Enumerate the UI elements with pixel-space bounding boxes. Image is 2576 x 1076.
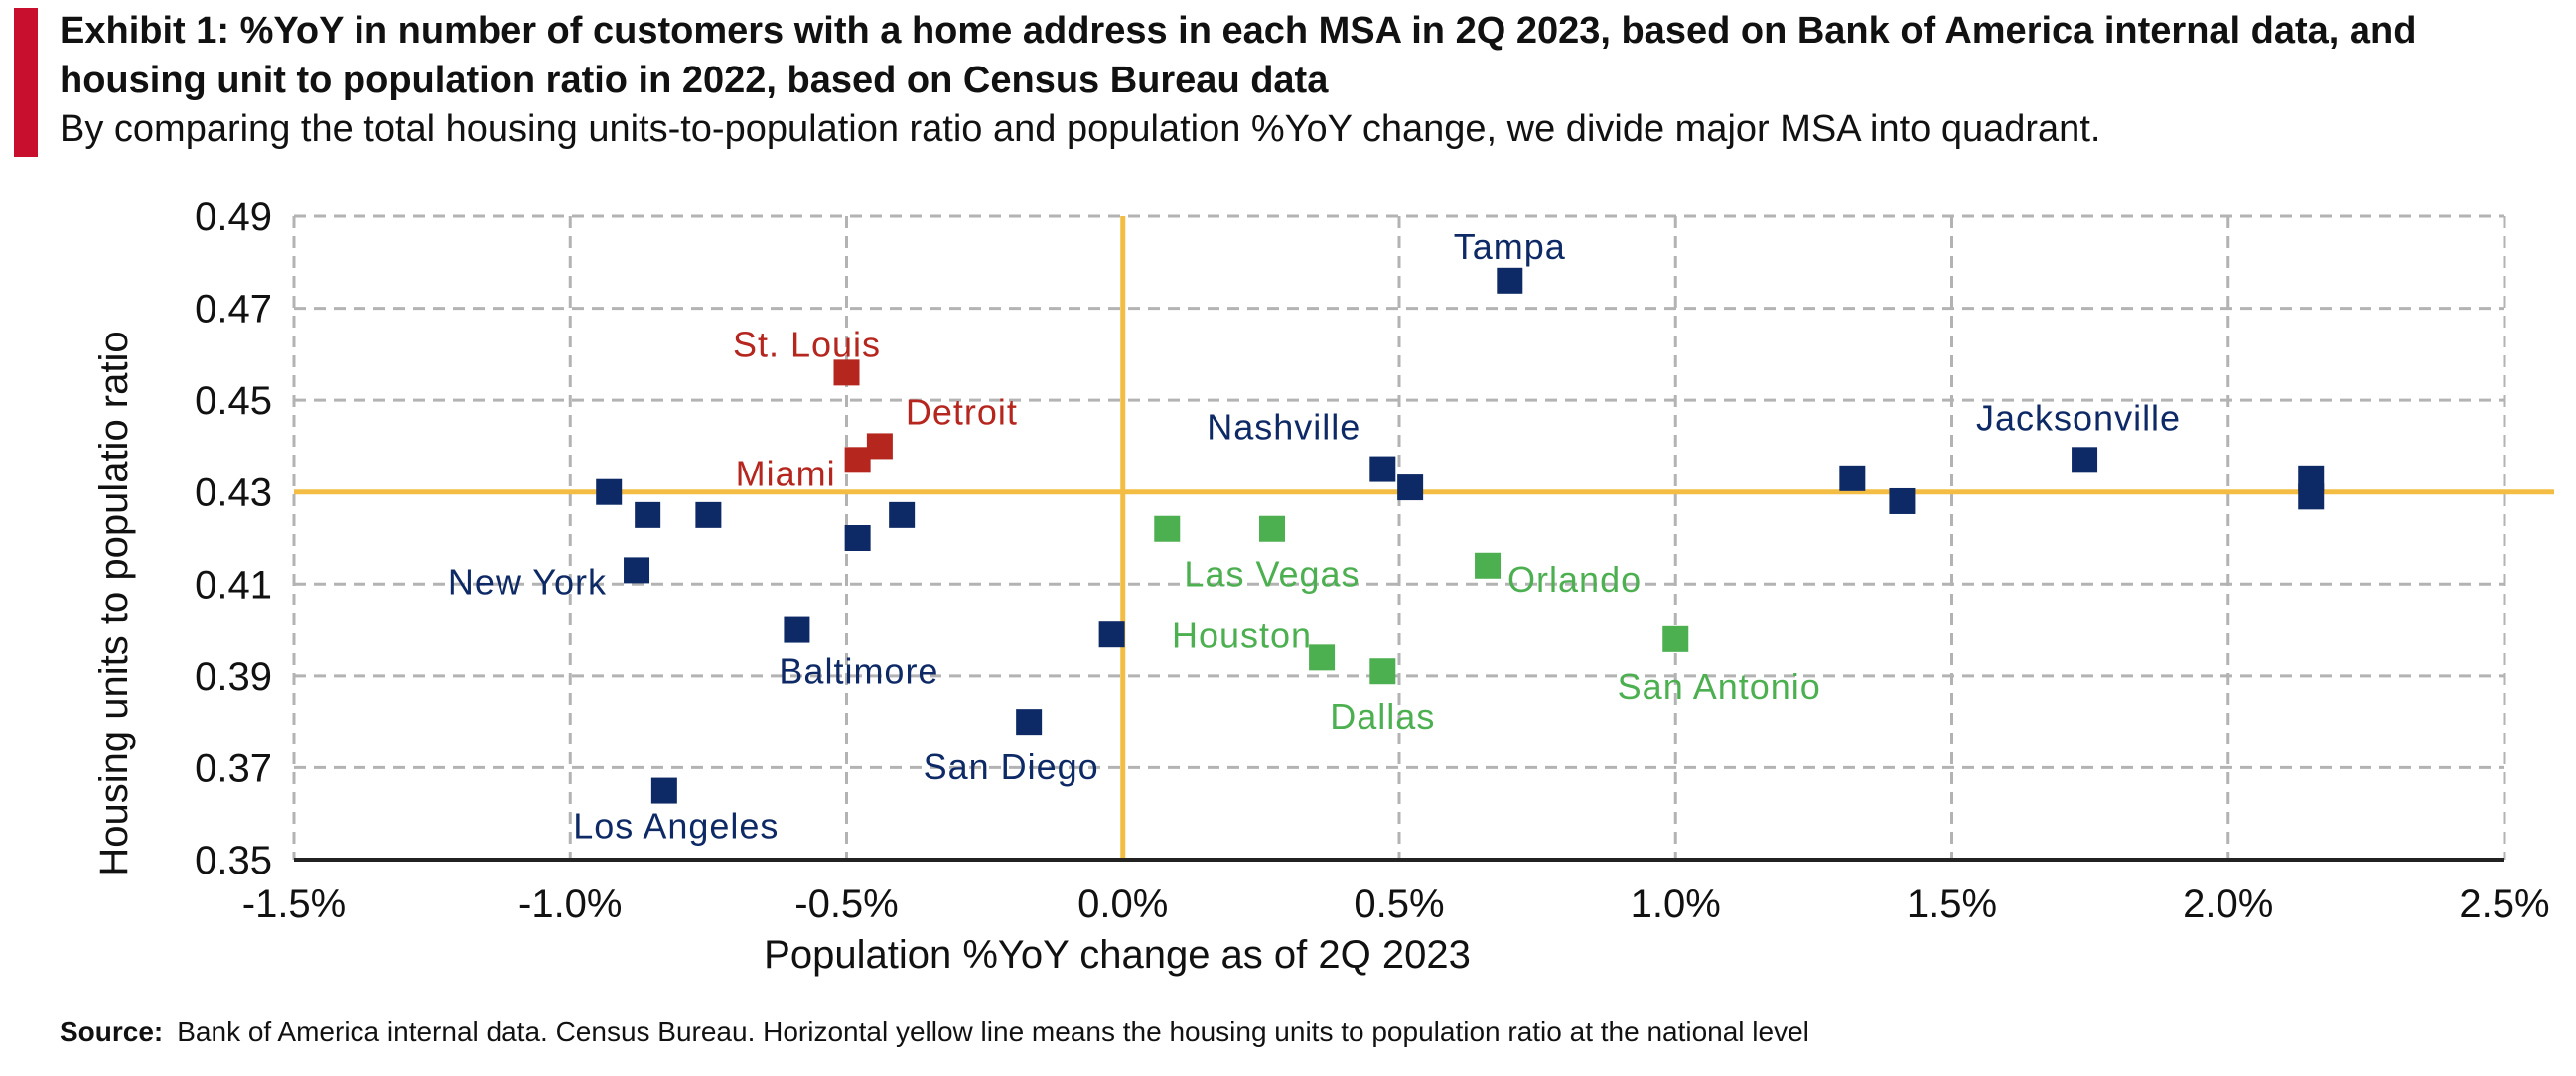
y-tick-label: 0.49: [195, 196, 272, 239]
point-labels: Tampa St. Louis Detroit Miami Nashville Jacks…: [448, 226, 2181, 847]
y-tick-label: 0.47: [195, 288, 272, 332]
point-label: New York: [448, 561, 607, 602]
y-axis-title: Housing units to populatio ratio: [92, 331, 136, 875]
point-label: Miami: [736, 453, 836, 493]
x-axis-title: Population %YoY change as of 2Q 2023: [764, 933, 1471, 977]
data-point: [1397, 474, 1424, 501]
data-point: [1259, 515, 1286, 542]
x-tick-label: 1.5%: [1907, 882, 1997, 926]
data-point: [844, 447, 871, 473]
data-point: [624, 557, 650, 584]
point-label: Tampa: [1454, 226, 1566, 267]
data-point: [2298, 483, 2325, 510]
point-label: Houston: [1172, 614, 1312, 655]
data-point: [1497, 267, 1523, 294]
x-tick-label: -1.5%: [242, 882, 347, 926]
x-tick-label: 0.5%: [1354, 882, 1444, 926]
point-label: Las Vegas: [1184, 554, 1360, 595]
y-tick-label: 0.45: [195, 379, 272, 423]
scatter-chart: 0.35 0.37 0.39 0.41 0.43 0.45 0.47 0.49 -1.5% -1.…: [92, 196, 2554, 977]
point-label: Jacksonville: [1976, 397, 2181, 438]
data-point: [2072, 447, 2098, 473]
y-tick-label: 0.43: [195, 471, 272, 515]
accent-bar: [14, 8, 38, 157]
point-label: Dallas: [1330, 696, 1435, 737]
data-point: [833, 359, 860, 386]
data-point: [1309, 644, 1336, 671]
point-label: Nashville: [1207, 407, 1360, 448]
y-tick-label: 0.35: [195, 839, 272, 882]
source-text: Bank of America internal data. Census Bu…: [177, 1016, 1809, 1047]
exhibit-title: Exhibit 1: %YoY in number of customers w…: [60, 10, 2417, 101]
data-point: [1662, 625, 1689, 652]
point-label: San Antonio: [1618, 666, 1821, 707]
y-tick-label: 0.37: [195, 746, 272, 790]
data-point: [1475, 552, 1502, 579]
point-label: San Diego: [924, 746, 1099, 787]
data-point: [1369, 658, 1396, 685]
exhibit-subtitle: By comparing the total housing units-to-…: [60, 108, 2101, 150]
x-tick-label: 2.0%: [2183, 882, 2273, 926]
x-tick-label: 0.0%: [1077, 882, 1168, 926]
y-tick-label: 0.39: [195, 655, 272, 699]
grid-layer: [292, 214, 2506, 860]
data-point: [1098, 621, 1125, 648]
data-point: [596, 478, 623, 505]
data-point: [1369, 456, 1396, 482]
data-point: [784, 616, 810, 643]
data-point: [695, 501, 722, 528]
x-tick-label: 1.0%: [1631, 882, 1721, 926]
data-point: [889, 501, 916, 528]
source-label: Source:: [60, 1016, 164, 1047]
data-point: [1016, 709, 1043, 736]
data-point: [635, 501, 661, 528]
point-label: St. Louis: [733, 324, 881, 364]
data-point: [844, 525, 871, 551]
axes: 0.35 0.37 0.39 0.41 0.43 0.45 0.47 0.49 -1.5% -1.…: [195, 196, 2549, 926]
point-label: Baltimore: [779, 651, 938, 692]
data-point: [1839, 465, 1866, 491]
data-points: [596, 267, 2325, 804]
data-point: [1889, 487, 1916, 514]
x-tick-label: -0.5%: [794, 882, 899, 926]
point-label: Orlando: [1507, 559, 1642, 600]
y-tick-label: 0.41: [195, 563, 272, 606]
point-label: Los Angeles: [573, 806, 779, 847]
data-point: [1154, 515, 1181, 542]
data-point: [866, 433, 893, 460]
reference-lines: [294, 216, 2554, 860]
source-note: Source: Bank of America internal data. Ce…: [60, 1016, 1809, 1048]
x-tick-label: 2.5%: [2459, 882, 2549, 926]
point-label: Detroit: [906, 391, 1018, 432]
x-tick-label: -1.0%: [518, 882, 623, 926]
data-point: [650, 777, 677, 804]
